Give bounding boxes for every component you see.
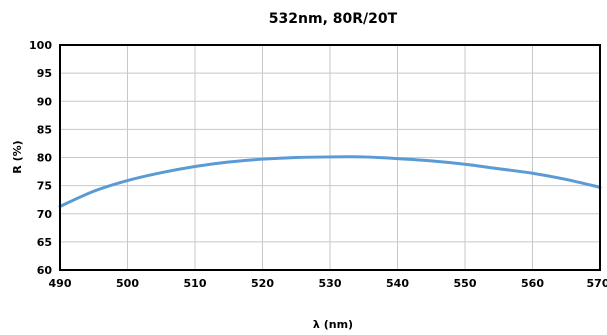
x-tick-label: 500: [116, 277, 139, 290]
y-tick-label: 60: [37, 264, 53, 277]
plot-frame: [59, 44, 601, 271]
y-tick-label: 85: [37, 123, 52, 136]
y-tick-label: 70: [37, 208, 53, 221]
y-tick-label: 75: [37, 180, 52, 193]
x-tick-label: 520: [251, 277, 274, 290]
chart-title: 532nm, 80R/20T: [269, 11, 398, 27]
x-axis-label: λ (nm): [313, 318, 353, 331]
y-tick-label: 100: [29, 39, 52, 52]
y-tick-label: 80: [37, 152, 53, 165]
x-axis-ticks: 490 500 510 520 530 540 550 560 570: [49, 277, 607, 290]
x-tick-label: 510: [184, 277, 207, 290]
y-tick-label: 65: [37, 236, 52, 249]
x-tick-label: 550: [454, 277, 477, 290]
x-tick-label: 570: [587, 277, 607, 290]
y-axis-ticks: 60 65 70 75 80 85 90 95 100: [29, 39, 52, 277]
x-tick-label: 530: [319, 277, 342, 290]
y-axis-label: R (%): [11, 140, 24, 173]
y-tick-label: 95: [37, 67, 52, 80]
x-tick-label: 540: [386, 277, 409, 290]
series-layer: [58, 155, 602, 208]
grid-lines: [60, 45, 600, 270]
y-tick-label: 90: [37, 95, 53, 108]
series-line-0: [58, 155, 602, 208]
x-tick-label: 490: [49, 277, 72, 290]
x-tick-label: 560: [521, 277, 544, 290]
